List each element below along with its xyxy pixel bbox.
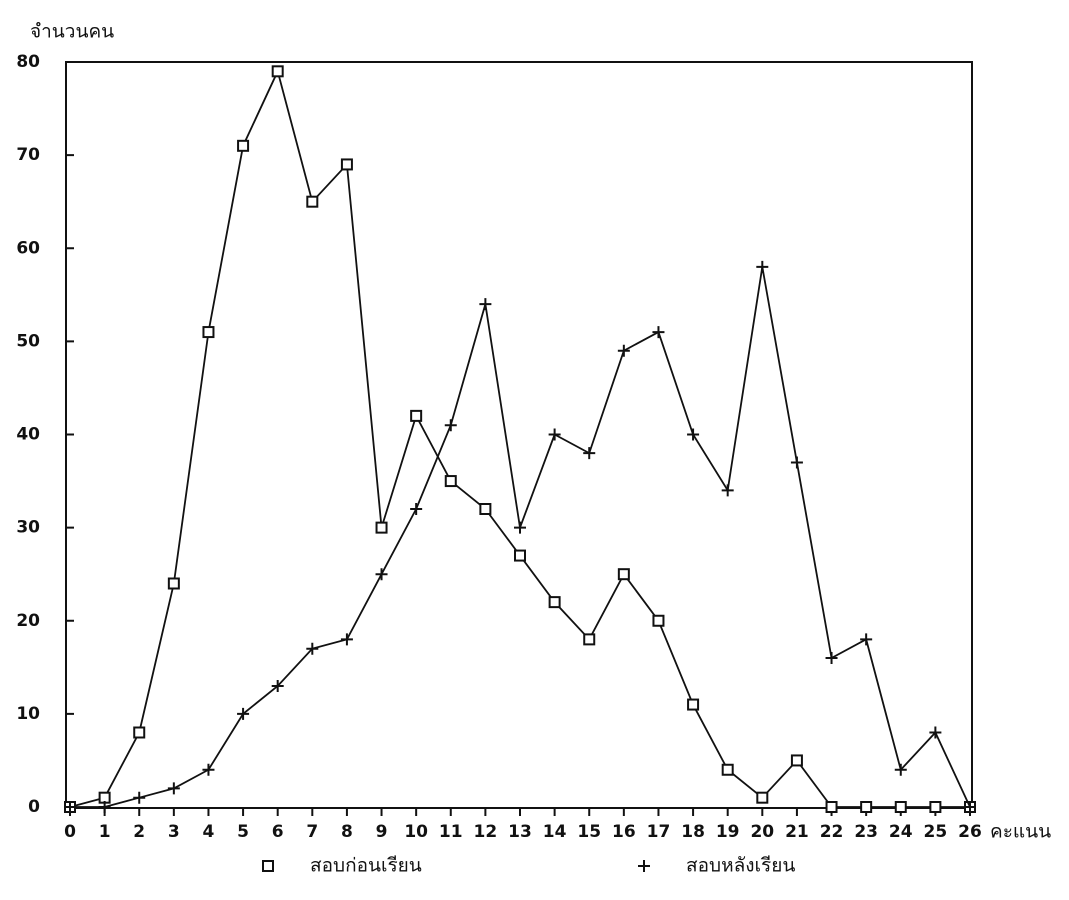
plus-marker (375, 568, 388, 581)
square-marker (133, 726, 146, 739)
plus-marker (687, 428, 700, 441)
legend-marker (262, 860, 274, 872)
square-marker (237, 139, 250, 152)
legend-marker (638, 860, 650, 872)
x-tick-label: 24 (889, 822, 913, 842)
y-tick-label: 80 (16, 52, 40, 72)
plus-marker (790, 456, 803, 469)
plus-marker (617, 344, 630, 357)
x-tick-label: 2 (133, 822, 145, 842)
square-marker (340, 158, 353, 171)
plus-marker (410, 503, 423, 515)
y-tick-label: 40 (16, 425, 40, 445)
plus-marker (306, 642, 319, 655)
x-tick-label: 21 (785, 822, 809, 842)
square-marker (687, 698, 700, 711)
series-line (70, 266, 971, 808)
square-marker (548, 596, 561, 609)
plus-marker (133, 791, 146, 804)
legend-label: สอบหลังเรียน (686, 855, 795, 877)
x-tick-label: 16 (612, 822, 636, 842)
x-tick-label: 8 (341, 822, 353, 842)
square-marker (721, 763, 734, 776)
y-tick-label: 60 (16, 238, 40, 258)
y-tick-label: 20 (16, 611, 40, 631)
x-tick-label: 15 (577, 822, 601, 842)
x-tick-label: 14 (543, 822, 567, 842)
x-tick-label: 19 (716, 822, 740, 842)
x-tick-label: 25 (924, 822, 948, 842)
x-tick-label: 4 (203, 822, 215, 842)
y-tick-label: 50 (16, 331, 40, 351)
plus-marker (548, 428, 561, 441)
plus-marker (860, 633, 873, 646)
y-tick-label: 10 (16, 704, 40, 724)
plus-marker (514, 521, 526, 534)
y-tick-label: 30 (16, 518, 40, 538)
square-marker (410, 409, 423, 422)
plus-marker (98, 801, 111, 813)
plus-marker (894, 763, 907, 776)
square-marker (929, 801, 942, 813)
x-tick-label: 23 (854, 822, 878, 842)
plus-marker (756, 260, 769, 273)
y-axis-label: จำนวนคน (30, 21, 114, 43)
plus-marker (929, 726, 942, 739)
square-marker (790, 754, 803, 767)
legend-label: สอบก่อนเรียน (310, 855, 422, 877)
x-tick-label: 18 (681, 822, 705, 842)
plus-marker (825, 652, 838, 664)
x-tick-label: 17 (647, 822, 671, 842)
x-tick-label: 6 (272, 822, 284, 842)
plus-marker (721, 484, 734, 497)
plus-marker (202, 763, 215, 776)
square-marker (617, 568, 630, 581)
square-marker (894, 801, 907, 813)
square-marker (167, 577, 180, 590)
x-tick-label: 5 (237, 822, 249, 842)
series-line (69, 68, 970, 808)
square-marker (271, 65, 284, 78)
plus-marker (479, 298, 492, 311)
square-marker (306, 195, 319, 208)
square-marker (375, 521, 388, 534)
x-tick-label: 1 (99, 822, 111, 842)
plus-marker (583, 447, 596, 460)
x-tick-label: 13 (508, 822, 532, 842)
x-tick-label: 12 (474, 822, 498, 842)
x-axis-label: คะแนน (990, 821, 1051, 843)
plot-frame (65, 61, 973, 809)
plus-marker (271, 679, 284, 692)
x-tick-label: 26 (958, 822, 982, 842)
plus-marker (444, 419, 457, 432)
square-marker (444, 475, 457, 488)
x-tick-label: 22 (820, 822, 844, 842)
plus-marker (652, 326, 665, 339)
plus-marker (237, 707, 250, 720)
y-tick-label: 70 (16, 145, 40, 165)
plus-marker (964, 801, 976, 813)
x-tick-label: 3 (168, 822, 180, 842)
square-marker (202, 326, 215, 339)
square-marker (514, 549, 526, 562)
x-tick-label: 11 (439, 822, 463, 842)
square-marker (825, 801, 838, 813)
x-tick-label: 20 (750, 822, 774, 842)
square-marker (756, 791, 769, 804)
plus-marker (64, 801, 76, 813)
square-marker (479, 503, 492, 515)
x-tick-label: 7 (306, 822, 318, 842)
plus-marker (340, 633, 353, 646)
x-tick-label: 9 (376, 822, 388, 842)
y-tick-label: 0 (28, 797, 40, 817)
x-tick-label: 0 (64, 822, 76, 842)
x-tick-label: 10 (404, 822, 428, 842)
plus-marker (167, 782, 180, 795)
square-marker (583, 633, 596, 646)
square-marker (860, 801, 873, 813)
square-marker (652, 614, 665, 627)
